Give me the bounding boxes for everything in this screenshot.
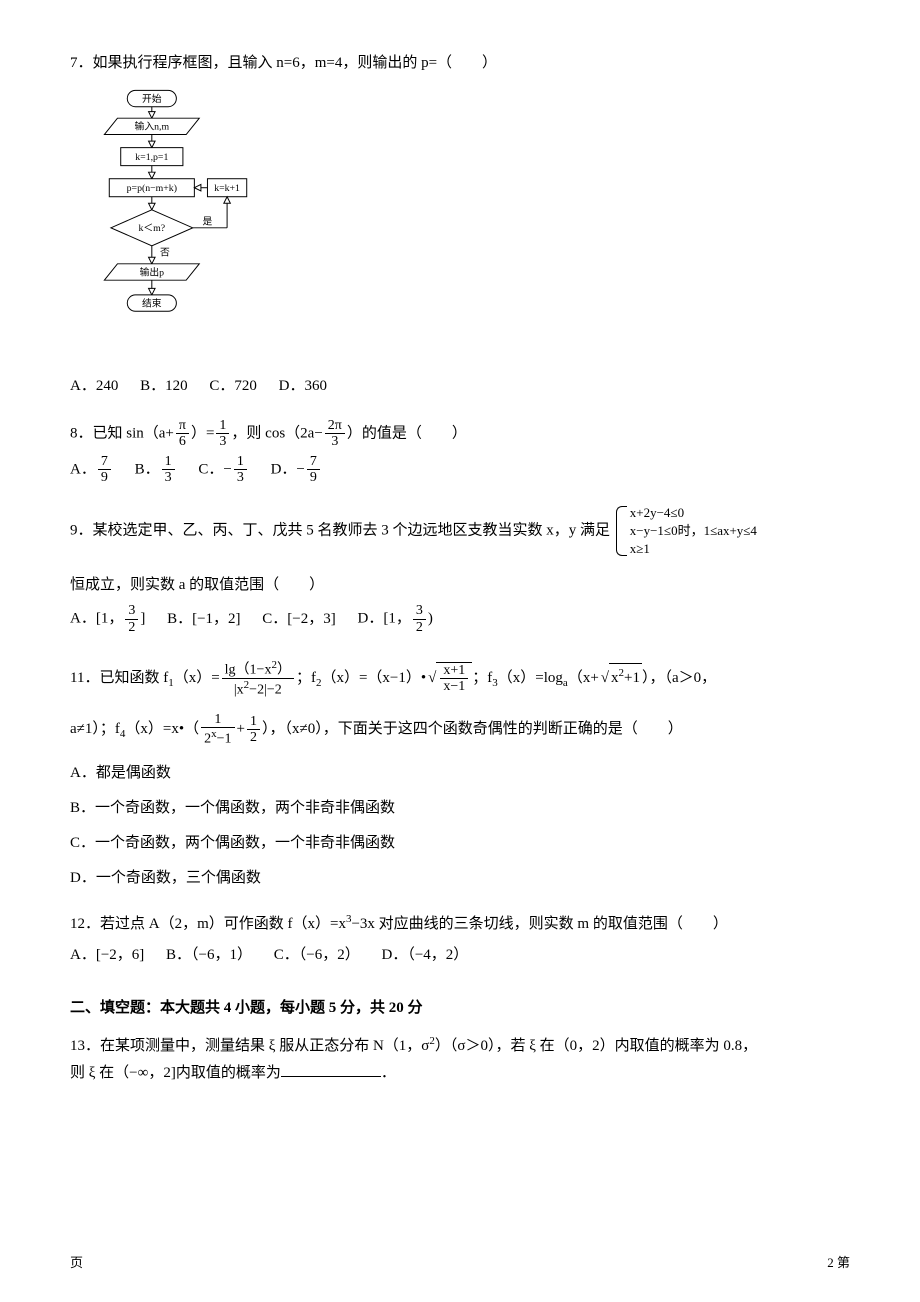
svg-text:p=p(n−m+k): p=p(n−m+k) — [127, 183, 177, 194]
frac-2pi-3: 2π3 — [325, 418, 345, 450]
q9-options: A．[1，32] B．[−1，2] C．[−2，3] D．[1，32) — [70, 603, 850, 641]
q9-cont: 恒成立，则实数 a 的取值范围（ ） — [70, 572, 850, 599]
sqrt-f2: x+1x−1 — [426, 662, 472, 695]
q12-opt-b: B．（−6，1） — [166, 942, 252, 969]
q7-opt-c: C．720 — [209, 373, 257, 400]
svg-text:开始: 开始 — [142, 92, 162, 105]
q9-opt-a: A．[1，32] — [70, 603, 145, 635]
problem-13: 13．在某项测量中，测量结果 ξ 服从正态分布 N（1，σ2）（σ＞0），若 ξ… — [70, 1032, 850, 1087]
frac-1-3: 13 — [216, 418, 229, 450]
frac-pi-6: π6 — [176, 418, 189, 450]
svg-text:输入n,m: 输入n,m — [135, 120, 170, 133]
problem-12: 12．若过点 A（2，m）可作函数 f（x）=x3−3x 对应曲线的三条切线，则… — [70, 910, 850, 969]
svg-text:k=k+1: k=k+1 — [214, 183, 240, 194]
flowchart-diagram: 开始 输入n,m k=1,p=1 p=p(n−m+k) k=k+1 k＜m? — [70, 83, 250, 353]
q9-opt-b: B．[−1，2] — [167, 606, 240, 633]
q12-opt-d: D．（−4，2） — [381, 942, 468, 969]
q12-opt-a: A．[−2，6] — [70, 942, 144, 969]
frac-f4a: 12x−1 — [201, 712, 234, 747]
svg-text:k＜m?: k＜m? — [138, 223, 165, 234]
footer-right: 2 第 — [827, 1251, 850, 1274]
svg-text:结束: 结束 — [142, 296, 162, 309]
q13-line1: 13．在某项测量中，测量结果 ξ 服从正态分布 N（1，σ2）（σ＞0），若 ξ… — [70, 1032, 850, 1060]
q11-line1: 11．已知函数 f1（x）=lg（1−x2）|x2−2|−2；f2（x）=（x−… — [70, 659, 850, 698]
frac-f4b: 12 — [247, 714, 260, 746]
problem-11: 11．已知函数 f1（x）=lg（1−x2）|x2−2|−2；f2（x）=（x−… — [70, 659, 850, 892]
q8-text: 8．已知 sin（a+π6）=13，则 cos（2a−2π3）的值是（ ） — [70, 418, 850, 450]
sqrt-f3: x2+1 — [599, 663, 642, 692]
q8-opt-c: C．−13 — [198, 454, 248, 486]
svg-text:k=1,p=1: k=1,p=1 — [135, 152, 168, 163]
q11-opt-a: A．都是偶函数 — [70, 760, 850, 787]
section-2-heading: 二、填空题：本大题共 4 小题，每小题 5 分，共 20 分 — [70, 995, 850, 1022]
q9-opt-c: C．[−2，3] — [262, 606, 335, 633]
q13-line2: 则 ξ 在（−∞，2]内取值的概率为． — [70, 1060, 850, 1087]
q11-options: A．都是偶函数 B．一个奇函数，一个偶函数，两个非奇非偶函数 C．一个奇函数，两… — [70, 760, 850, 892]
q11-opt-d: D．一个奇函数，三个偶函数 — [70, 865, 850, 892]
q8-options: A．79 B．13 C．−13 D．−79 — [70, 454, 850, 486]
frac-f1: lg（1−x2）|x2−2|−2 — [222, 659, 294, 698]
q7-opt-b: B．120 — [140, 373, 188, 400]
q11-line2: a≠1）；f4（x）=x•（12x−1+12），（x≠0），下面关于这四个函数奇… — [70, 712, 850, 747]
q12-opt-c: C．（−6，2） — [274, 942, 360, 969]
q9-text: 9．某校选定甲、乙、丙、丁、戊共 5 名教师去 3 个边远地区支教当实数 x，y… — [70, 504, 850, 559]
svg-text:是: 是 — [203, 216, 213, 228]
q11-opt-b: B．一个奇函数，一个偶函数，两个非奇非偶函数 — [70, 795, 850, 822]
problem-9: 9．某校选定甲、乙、丙、丁、戊共 5 名教师去 3 个边远地区支教当实数 x，y… — [70, 504, 850, 641]
q8-opt-d: D．−79 — [271, 454, 322, 486]
constraint-system: x+2y−4≤0 x−y−1≤0时，1≤ax+y≤4 x≥1 — [614, 504, 757, 559]
problem-7: 7．如果执行程序框图，且输入 n=6，m=4，则输出的 p=（ ） 开始 输入n… — [70, 50, 850, 400]
q7-opt-d: D．360 — [279, 373, 327, 400]
q12-text: 12．若过点 A（2，m）可作函数 f（x）=x3−3x 对应曲线的三条切线，则… — [70, 910, 850, 938]
page-footer: 页 2 第 — [70, 1251, 850, 1274]
svg-text:否: 否 — [160, 247, 170, 259]
q8-opt-b: B．13 — [135, 454, 177, 486]
q7-options: A．240 B．120 C．720 D．360 — [70, 373, 850, 400]
svg-text:输出p: 输出p — [140, 265, 165, 278]
q9-opt-d: D．[1，32) — [358, 603, 433, 635]
q7-opt-a: A．240 — [70, 373, 118, 400]
q8-opt-a: A．79 — [70, 454, 113, 486]
fill-blank — [281, 1062, 381, 1077]
q12-options: A．[−2，6] B．（−6，1） C．（−6，2） D．（−4，2） — [70, 942, 850, 969]
q7-text: 7．如果执行程序框图，且输入 n=6，m=4，则输出的 p=（ ） — [70, 50, 850, 77]
q11-opt-c: C．一个奇函数，两个偶函数，一个非奇非偶函数 — [70, 830, 850, 857]
problem-8: 8．已知 sin（a+π6）=13，则 cos（2a−2π3）的值是（ ） A．… — [70, 418, 850, 486]
footer-left: 页 — [70, 1251, 83, 1274]
